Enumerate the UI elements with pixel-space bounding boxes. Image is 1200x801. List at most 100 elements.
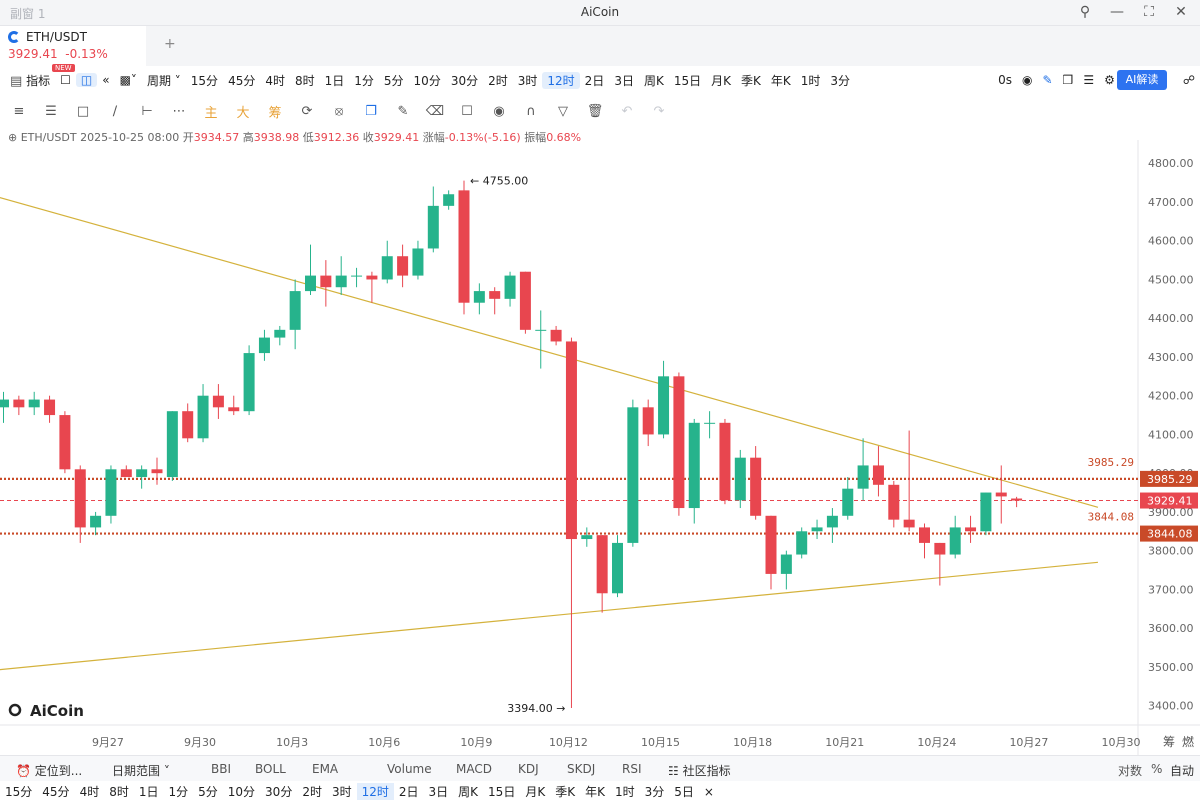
bottom-period-5[interactable]: 1分 [168, 785, 189, 799]
top-period-7[interactable]: 10分 [413, 73, 441, 88]
no-draw-icon[interactable]: ⦻ [334, 103, 344, 119]
percent-toggle[interactable]: % [1151, 762, 1163, 776]
sync-icon[interactable]: ⟳ [301, 103, 313, 119]
indicator-boll[interactable]: BOLL [255, 762, 286, 776]
bottom-period-13[interactable]: 3日 [428, 785, 449, 799]
bottom-period-17[interactable]: 季K [555, 785, 576, 799]
close-icon[interactable]: ✕ [1175, 4, 1187, 20]
log-scale-toggle[interactable]: 对数 [1118, 764, 1143, 778]
trash-icon[interactable]: 🗑 [586, 103, 604, 119]
pen-icon[interactable]: ✎ [1042, 73, 1053, 87]
copy-draw-icon[interactable]: ❐ [365, 103, 377, 119]
top-period-5[interactable]: 1分 [354, 73, 374, 88]
top-period-10[interactable]: 3时 [517, 73, 538, 88]
top-period-0[interactable]: 15分 [190, 73, 219, 88]
chip-button[interactable]: 筹 [268, 105, 282, 121]
top-period-13[interactable]: 3日 [614, 73, 634, 88]
top-period-8[interactable]: 30分 [450, 73, 479, 88]
bottom-period-12[interactable]: 2日 [398, 785, 419, 799]
settings-icon[interactable]: ⚙ [1104, 73, 1115, 87]
main-force-button[interactable]: 主 [204, 105, 218, 121]
top-period-4[interactable]: 1日 [324, 73, 345, 88]
bottom-period-8[interactable]: 30分 [265, 785, 293, 799]
indicator-ema[interactable]: EMA [312, 762, 339, 776]
magnet-icon[interactable]: ∩ [526, 103, 536, 119]
candlestick-chart[interactable]: 3400.00 3500.00 3600.00 3700.00 3800.00 3900.… [0, 140, 1200, 755]
indicator-bbi[interactable]: BBI [211, 762, 232, 776]
horizontal-line-icon[interactable]: ⊢ [141, 103, 153, 119]
top-period-6[interactable]: 5分 [383, 73, 404, 88]
hamburger-icon[interactable]: ≡ [13, 103, 25, 119]
ruler-icon[interactable]: ✎ [397, 103, 409, 119]
top-period-19[interactable]: 1时 [800, 73, 821, 88]
indicator-skdj[interactable]: SKDJ [567, 762, 596, 776]
bottom-period-14[interactable]: 周K [458, 785, 479, 799]
indicator-rsi[interactable]: RSI [622, 762, 642, 776]
community-indicator-button[interactable]: ☷ 社区指标 [668, 764, 731, 778]
rewind-icon[interactable]: « [102, 73, 110, 87]
close-period-bar-button[interactable]: × [703, 784, 714, 799]
chart-type-icon[interactable]: ▩˅ [119, 73, 137, 87]
locate-button[interactable]: ⏰ 定位到... [16, 764, 83, 778]
top-period-9[interactable]: 2时 [488, 73, 508, 88]
search-icon[interactable]: ⚲ [1079, 4, 1091, 20]
top-period-15[interactable]: 15日 [673, 73, 702, 88]
top-period-1[interactable]: 45分 [228, 73, 256, 88]
bottom-period-19[interactable]: 1时 [614, 785, 635, 799]
camera-icon[interactable]: ◉ [1022, 73, 1033, 87]
bottom-period-10[interactable]: 3时 [331, 785, 352, 799]
fullscreen-icon[interactable]: ⛶ [1144, 4, 1154, 20]
collapse-icon[interactable]: ⊕ [8, 131, 18, 144]
period-dropdown[interactable]: 周期 ˅ [146, 73, 181, 88]
indicator-volume[interactable]: Volume [387, 762, 432, 776]
layout-icon[interactable]: ◫ [75, 73, 98, 87]
trendline-icon[interactable]: ∕ [112, 103, 118, 119]
top-period-3[interactable]: 8时 [294, 73, 315, 88]
rectangle-icon[interactable]: □ [76, 103, 90, 119]
date-range-button[interactable]: 日期范围 ˅ [112, 764, 170, 778]
bottom-period-18[interactable]: 年K [585, 785, 605, 799]
bottom-period-16[interactable]: 月K [525, 785, 546, 799]
top-period-14[interactable]: 周K [643, 73, 664, 88]
lines-icon[interactable]: ☰ [45, 103, 57, 119]
lock-icon[interactable]: ☐ [60, 73, 71, 87]
bottom-period-11[interactable]: 12时 [356, 783, 394, 800]
top-period-12[interactable]: 2日 [584, 73, 605, 88]
copy-icon[interactable]: ❒ [1062, 73, 1074, 87]
bottom-period-1[interactable]: 45分 [42, 785, 70, 799]
bottom-period-15[interactable]: 15日 [488, 785, 516, 799]
bottom-period-20[interactable]: 3分 [644, 785, 665, 799]
top-period-11[interactable]: 12时 [542, 71, 580, 89]
indicator-button[interactable]: ▤ 指标 [0, 72, 55, 89]
indicator-macd[interactable]: MACD [456, 762, 492, 776]
bottom-period-3[interactable]: 8时 [109, 785, 129, 799]
minimize-icon[interactable]: — [1110, 4, 1124, 20]
redo-icon[interactable]: ↷ [653, 103, 665, 119]
indicator-kdj[interactable]: KDJ [518, 762, 539, 776]
add-tab-button[interactable]: + [164, 36, 176, 52]
top-period-16[interactable]: 月K [711, 73, 731, 88]
big-order-button[interactable]: 大 [236, 105, 250, 121]
eye-icon[interactable]: ◉ [493, 103, 505, 119]
eraser-icon[interactable]: ⌫ [425, 103, 445, 119]
bottom-period-6[interactable]: 5分 [198, 785, 218, 799]
bottom-period-2[interactable]: 4时 [79, 785, 100, 799]
top-period-20[interactable]: 3分 [830, 73, 851, 88]
bottom-period-9[interactable]: 2时 [302, 785, 322, 799]
lock-draw-icon[interactable]: ☐ [461, 103, 473, 119]
bottom-period-4[interactable]: 1日 [138, 785, 159, 799]
bottom-period-0[interactable]: 15分 [5, 785, 33, 799]
ai-interpret-button[interactable]: AI解读 [1117, 70, 1167, 90]
bottom-period-21[interactable]: 5日 [674, 785, 694, 799]
undo-icon[interactable]: ↶ [621, 103, 633, 119]
symbol-tab[interactable]: ETH/USDT 3929.41 -0.13% [0, 26, 146, 66]
filter-icon[interactable]: ▽ [558, 103, 568, 119]
top-period-2[interactable]: 4时 [265, 73, 285, 88]
more-icon[interactable]: ⋯ [172, 103, 186, 119]
bottom-period-7[interactable]: 10分 [227, 785, 256, 799]
top-period-18[interactable]: 年K [770, 73, 791, 88]
menu-icon[interactable]: ☰ [1083, 73, 1095, 87]
auto-scale-toggle[interactable]: 自动 [1170, 764, 1195, 778]
top-period-17[interactable]: 季K [740, 73, 761, 88]
share-icon[interactable]: ☍ [1182, 73, 1195, 87]
